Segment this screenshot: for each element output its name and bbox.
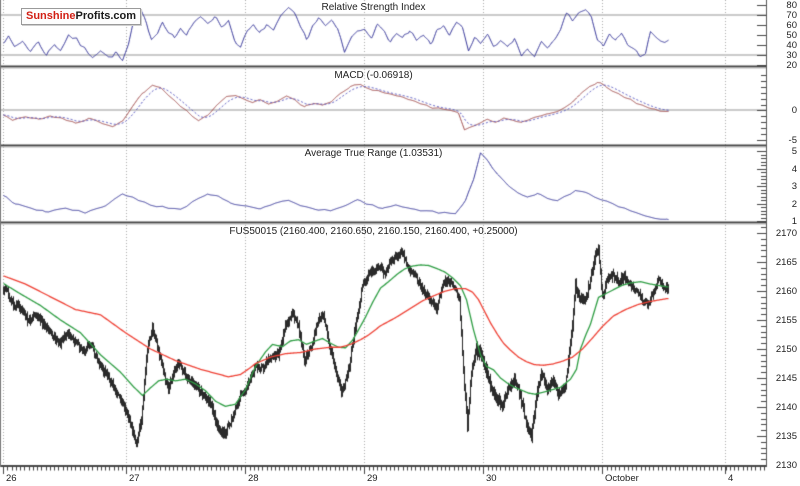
y-tick-label: 2170 <box>775 228 797 239</box>
x-tick-label: 26 <box>6 473 17 484</box>
y-tick-label: 3 <box>791 181 797 192</box>
y-tick-label: 2 <box>791 199 797 210</box>
y-tick-label: 80 <box>786 0 797 11</box>
x-tick-label: 4 <box>728 473 734 484</box>
y-tick-label: 1 <box>791 216 797 227</box>
y-tick-label: 4 <box>791 164 797 175</box>
logo-profits: Profits.com <box>75 10 137 22</box>
y-tick-label: 2150 <box>775 344 797 355</box>
y-tick-label: 5 <box>791 146 797 157</box>
rsi-panel-title: Relative Strength Index <box>321 2 426 13</box>
y-tick-label: 2140 <box>775 402 797 413</box>
macd-panel-title: MACD (-0.06918) <box>334 70 413 81</box>
y-tick-label: 2160 <box>775 286 797 297</box>
x-tick-label: 27 <box>129 473 140 484</box>
logo[interactable]: SunshineProfits.com <box>21 8 142 25</box>
y-tick-label: 2145 <box>775 373 797 384</box>
y-tick-label: 2165 <box>775 257 797 268</box>
y-tick-label: 70 <box>786 10 797 21</box>
price-panel-title: FUS50015 (2160.400, 2160.650, 2160.150, … <box>229 226 518 237</box>
y-tick-label: 2135 <box>775 431 797 442</box>
x-tick-label: 28 <box>248 473 259 484</box>
x-tick-label: 30 <box>486 473 497 484</box>
x-tick-label: 29 <box>367 473 378 484</box>
y-tick-label: 50 <box>786 30 797 41</box>
x-tick-label: October <box>605 473 639 484</box>
y-tick-label: -5 <box>788 135 797 146</box>
y-tick-label: 0 <box>791 105 797 116</box>
y-tick-label: 40 <box>786 40 797 51</box>
y-tick-label: 30 <box>786 50 797 61</box>
logo-sunshine: Sunshine <box>26 10 76 22</box>
y-tick-label: 60 <box>786 20 797 31</box>
y-tick-label: 2155 <box>775 315 797 326</box>
atr-panel-title: Average True Range (1.03531) <box>304 148 443 159</box>
y-tick-label: 20 <box>786 60 797 71</box>
y-tick-label: 2130 <box>775 460 797 471</box>
